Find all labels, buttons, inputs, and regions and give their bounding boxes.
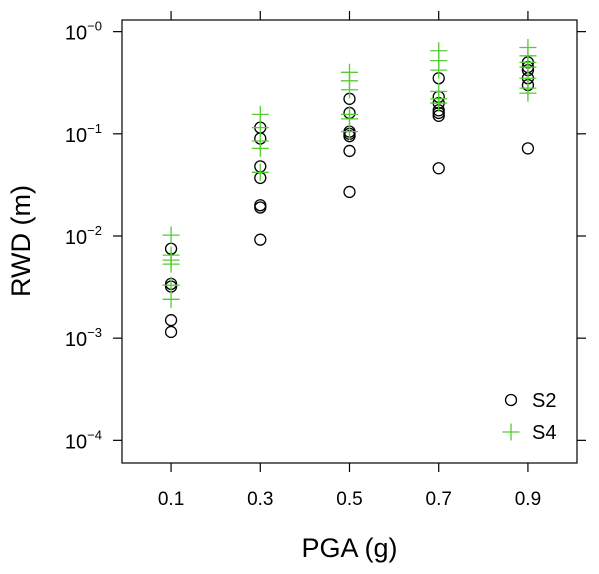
x-tick-label: 0.1 <box>158 489 184 510</box>
point-s2 <box>254 233 267 246</box>
point-s4 <box>251 163 269 181</box>
point-s2 <box>343 185 356 199</box>
point-s4 <box>430 94 448 112</box>
point-s2 <box>164 314 178 327</box>
point-s4 <box>251 139 269 157</box>
legend-label-s2: S2 <box>532 390 556 412</box>
point-s4 <box>341 81 358 99</box>
point-s4 <box>519 84 537 102</box>
x-tick-label: 0.3 <box>247 489 273 510</box>
point-s2 <box>432 162 445 175</box>
y-axis: 10−4 10−3 10−2 10−1 10−0 <box>65 19 586 453</box>
y-axis-label: RWD (m) <box>6 185 36 297</box>
y-tick-label: 10−3 <box>65 325 102 351</box>
x-axis-label: PGA (g) <box>301 533 397 563</box>
point-s4 <box>430 61 448 79</box>
point-s4 <box>341 123 358 141</box>
x-axis: 0.1 0.3 0.5 0.7 0.9 <box>158 11 541 510</box>
x-tick-label: 0.5 <box>336 489 362 510</box>
y-tick-label: 10−4 <box>65 427 102 453</box>
point-s4 <box>162 255 180 273</box>
legend-marker-s2 <box>504 393 518 407</box>
y-tick-label: 10−2 <box>65 223 102 249</box>
point-s4 <box>162 290 180 308</box>
y-tick-label: 10−0 <box>65 19 102 45</box>
x-tick-label: 0.9 <box>515 489 541 510</box>
legend-label-s4: S4 <box>532 422 556 444</box>
y-tick-label: 10−1 <box>65 121 102 147</box>
data-points <box>162 38 537 339</box>
point-s2 <box>343 144 356 158</box>
point-s2 <box>521 142 535 155</box>
legend-marker-s4 <box>502 423 520 441</box>
x-tick-label: 0.7 <box>426 489 452 510</box>
point-s2 <box>164 325 178 339</box>
point-s2 <box>254 201 267 214</box>
point-s4 <box>162 226 180 244</box>
